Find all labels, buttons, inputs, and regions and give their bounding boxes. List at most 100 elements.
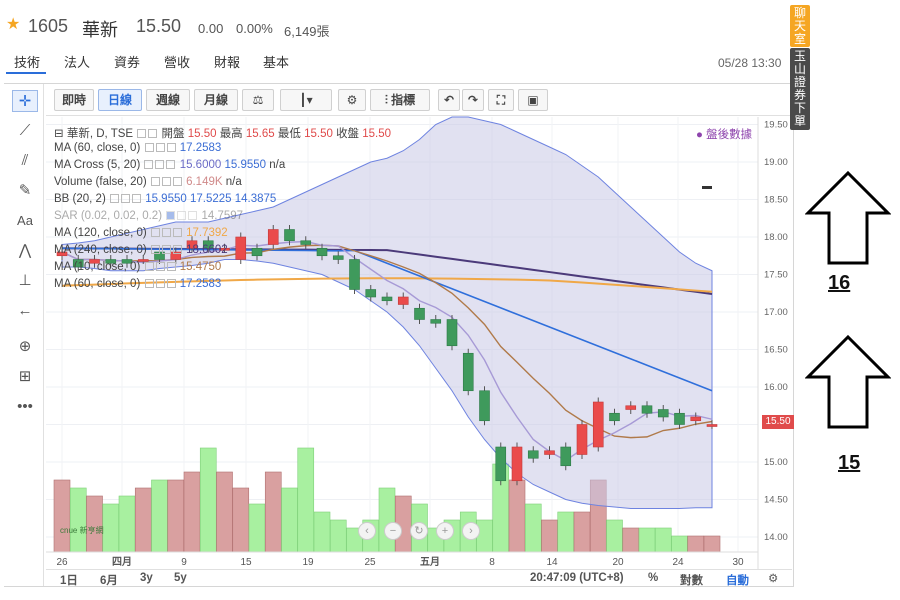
monthly-button[interactable]: 月線: [194, 89, 238, 111]
legend-close-icon[interactable]: [131, 194, 141, 203]
legend-close-icon[interactable]: [172, 228, 182, 237]
redo-icon[interactable]: ↷: [462, 89, 484, 111]
legend-settings-icon[interactable]: [120, 194, 130, 203]
candle-body: [576, 424, 588, 455]
candle-body: [105, 259, 117, 264]
undo-icon[interactable]: ↶: [438, 89, 460, 111]
last-price-tag: 15.50: [762, 415, 794, 429]
volume-bar: [248, 503, 266, 553]
pattern-icon[interactable]: ⋀: [18, 242, 32, 259]
volume-bar: [313, 511, 331, 553]
low-value: 15.50: [304, 128, 333, 140]
volume-bar: [151, 479, 168, 553]
crosshair-icon[interactable]: ✛: [12, 90, 38, 112]
legend-close-icon[interactable]: [166, 160, 176, 169]
sar-label: SAR (0.02, 0.02, 0.2): [54, 210, 163, 222]
chart-toolbar: 即時 日線 週線 月線 ⚖ ┃▾ ⚙ ⫶ 指標 ↶ ↷ ⛶ ▣: [46, 86, 792, 116]
chart-nav: ‹ − ↻ + ›: [358, 522, 488, 540]
legend-eye-icon[interactable]: [144, 143, 154, 152]
candle-style-icon[interactable]: ┃▾: [280, 89, 332, 111]
compare-icon[interactable]: ⚖: [242, 89, 274, 111]
weekly-button[interactable]: 週線: [146, 89, 190, 111]
tab-technical[interactable]: 技術: [14, 55, 41, 70]
legend-close-icon[interactable]: [166, 279, 176, 288]
legend-eye-icon[interactable]: [137, 129, 147, 138]
tab-basic[interactable]: 基本: [263, 55, 290, 70]
indicators-label: 指標: [391, 93, 416, 107]
scroll-right-icon[interactable]: ›: [462, 522, 480, 540]
chat-room-tab[interactable]: 聊天室: [790, 5, 810, 47]
volume-bar: [703, 535, 721, 553]
legend-settings-icon[interactable]: [148, 129, 158, 138]
fib-icon[interactable]: ⫽: [21, 152, 29, 169]
candle-body: [365, 289, 377, 298]
camera-icon[interactable]: ▣: [518, 89, 548, 111]
candle-body: [170, 251, 182, 260]
legend-eye-icon[interactable]: [144, 262, 154, 271]
gear-icon[interactable]: ⚙: [768, 573, 779, 585]
candle-body: [137, 259, 149, 262]
volume-bars: [53, 447, 721, 553]
legend-settings-icon[interactable]: [155, 279, 165, 288]
legend-close-icon[interactable]: [172, 245, 182, 254]
bottom-bar: 1日 6月 3y 5y 20:47:09 (UTC+8) % 對數 自動 ⚙: [46, 569, 792, 587]
price-tick-label: 14.00: [764, 532, 788, 543]
legend-eye-icon[interactable]: [150, 245, 160, 254]
legend-close-icon[interactable]: [166, 143, 176, 152]
legend-settings-icon[interactable]: [155, 262, 165, 271]
fullscreen-icon[interactable]: ⛶: [488, 89, 514, 111]
tab-institutional[interactable]: 法人: [64, 55, 91, 70]
log-toggle[interactable]: 對數: [680, 575, 703, 587]
legend-eye-icon[interactable]: [166, 211, 176, 220]
legend-settings-icon[interactable]: [161, 228, 171, 237]
trend-line-icon[interactable]: ⟋: [19, 122, 31, 139]
percent-toggle[interactable]: %: [648, 572, 659, 584]
tab-financials[interactable]: 財報: [214, 55, 241, 70]
star-icon[interactable]: ★: [6, 16, 21, 33]
brush-icon[interactable]: ✎: [18, 182, 32, 199]
legend-eye-icon[interactable]: [150, 228, 160, 237]
legend-close-icon[interactable]: [166, 262, 176, 271]
daily-button[interactable]: 日線: [98, 89, 142, 111]
tab-revenue[interactable]: 營收: [164, 55, 191, 70]
zoom-in-icon[interactable]: +: [436, 522, 454, 540]
text-tool-icon[interactable]: Aa: [17, 213, 33, 228]
legend-settings-icon[interactable]: [161, 245, 171, 254]
range-1d[interactable]: 1日: [60, 575, 78, 587]
legend-close-icon[interactable]: [188, 211, 198, 220]
measure-icon[interactable]: ⊥: [18, 272, 32, 289]
legend-settings-icon[interactable]: [155, 160, 165, 169]
range-6m[interactable]: 6月: [100, 575, 118, 587]
tab-margin[interactable]: 資券: [114, 55, 141, 70]
broker-order-tab[interactable]: 玉山證券下單: [790, 48, 810, 130]
gear-icon[interactable]: ⚙: [338, 89, 366, 111]
indicators-button[interactable]: ⫶ 指標: [370, 89, 430, 111]
legend-settings-icon[interactable]: [177, 211, 187, 220]
range-3y[interactable]: 3y: [140, 572, 153, 584]
legend-settings-icon[interactable]: [155, 143, 165, 152]
intraday-button[interactable]: 即時: [54, 89, 94, 111]
legend-close-icon[interactable]: [172, 177, 182, 186]
scroll-left-icon[interactable]: ‹: [358, 522, 376, 540]
indicators-icon: ⫶: [384, 93, 392, 107]
reset-icon[interactable]: ↻: [410, 522, 428, 540]
zoom-out-icon[interactable]: −: [384, 522, 402, 540]
zoom-in-icon[interactable]: ⊕: [18, 338, 32, 355]
legend-eye-icon[interactable]: [144, 279, 154, 288]
legend-ma120: MA (120, close, 0) 17.7392: [54, 227, 228, 239]
ruler-icon[interactable]: ⊞: [18, 368, 32, 385]
legend-collapse-icon[interactable]: ⊟: [54, 128, 67, 140]
after-hours-link[interactable]: ● 盤後數據: [696, 129, 753, 141]
auto-toggle[interactable]: 自動: [726, 575, 749, 587]
legend-eye-icon[interactable]: [150, 177, 160, 186]
ma120-value: 17.7392: [186, 227, 228, 239]
back-arrow-icon[interactable]: ←: [17, 302, 33, 319]
quote-datetime: 05/28 13:30: [718, 56, 782, 70]
bollinger-band: [61, 116, 713, 509]
legend-settings-icon[interactable]: [161, 177, 171, 186]
legend-eye-icon[interactable]: [109, 194, 119, 203]
range-5y[interactable]: 5y: [174, 572, 187, 584]
more-icon[interactable]: •••: [17, 398, 33, 415]
legend-eye-icon[interactable]: [144, 160, 154, 169]
